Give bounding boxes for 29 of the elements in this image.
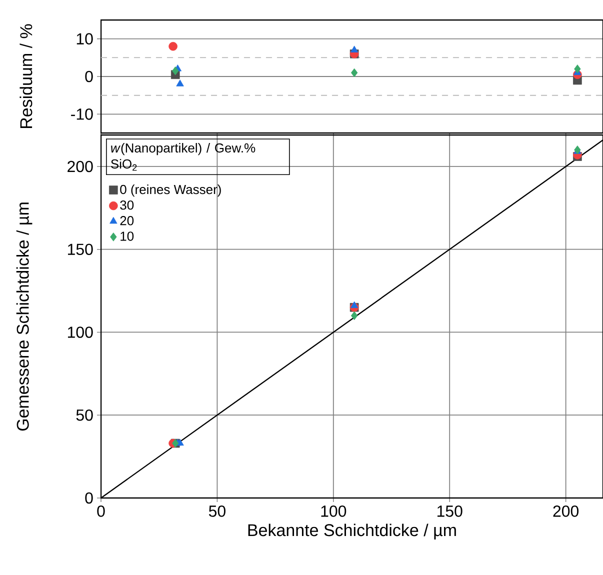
- y-tick-label: 200: [68, 160, 93, 172]
- y-tick-label: 50: [76, 409, 93, 421]
- y-tick-label: 100: [68, 326, 93, 338]
- legend-title: w(Nanopartikel) / Gew.% SiO$_{2}$: [111, 143, 256, 171]
- point: [168, 42, 178, 51]
- point: [574, 64, 581, 74]
- y-tick-label: 10: [76, 33, 93, 44]
- point: [172, 66, 179, 76]
- y-tick-label: -10: [71, 108, 93, 120]
- y-axis-title: Residuum / %: [20, 24, 32, 128]
- point: [350, 68, 358, 78]
- point: [350, 301, 358, 308]
- point: [350, 46, 358, 52]
- x-tick-label: 150: [437, 506, 462, 517]
- point: [350, 311, 358, 320]
- x-tick-label: 50: [208, 506, 226, 517]
- point: [176, 80, 184, 86]
- legend-label: 20: [120, 216, 134, 226]
- y-tick-label: 0: [85, 492, 93, 504]
- x-axis-title: Bekannte Schichtdicke / µm: [248, 524, 456, 540]
- legend-label: 0 (reines Wasser): [120, 184, 221, 197]
- x-tick-label: 100: [321, 506, 346, 517]
- y-axis-title: Gemessene Schichtdicke / µm: [16, 202, 32, 431]
- legend-label: 30: [120, 200, 134, 210]
- legend-label: 10: [120, 232, 134, 241]
- x-tick-label: 0: [97, 506, 105, 517]
- x-tick-label: 200: [553, 506, 579, 517]
- y-tick-label: 150: [68, 244, 93, 256]
- y-tick-label: 0: [85, 70, 93, 82]
